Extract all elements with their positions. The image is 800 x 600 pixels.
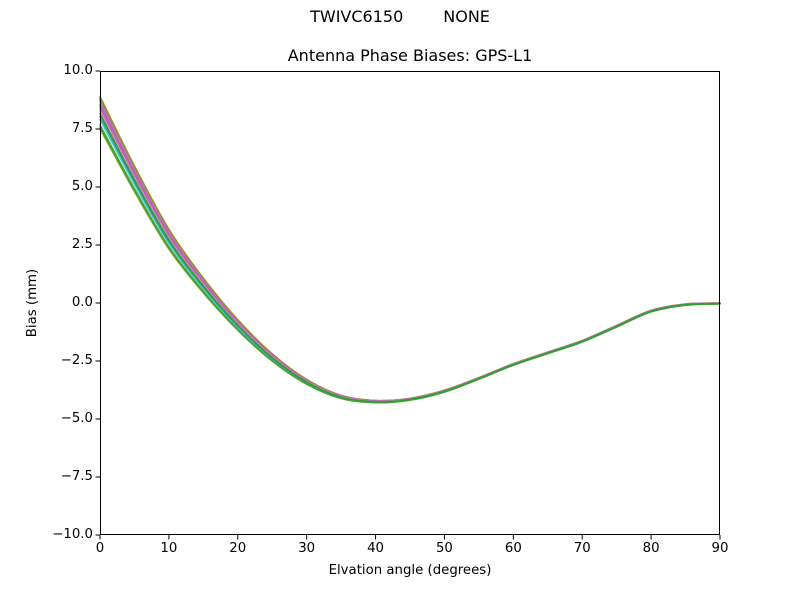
y-tick-label: −10.0 — [52, 527, 93, 542]
bias-curve-line-14 — [99, 112, 721, 403]
suptitle-radome-name: NONE — [443, 7, 490, 26]
bias-curve-line-06 — [99, 103, 721, 402]
bias-curve-line-12 — [99, 115, 721, 403]
suptitle-antenna-name: TWIVC6150 — [310, 7, 404, 26]
x-tick-label: 70 — [573, 541, 591, 556]
y-tick-label: 2.5 — [71, 237, 93, 252]
x-tick-label: 90 — [711, 541, 729, 556]
x-tick-label: 40 — [367, 541, 384, 556]
x-tick-label: 20 — [229, 541, 247, 556]
x-tick-label: 30 — [298, 541, 316, 556]
y-tick-label: 5.0 — [71, 179, 93, 194]
chart-canvas — [95, 70, 721, 540]
bias-curve-line-07 — [99, 105, 721, 403]
x-tick-label: 60 — [504, 541, 522, 556]
y-tick-label: 0.0 — [71, 295, 93, 310]
bias-curve-line-08 — [99, 110, 721, 403]
chart-title: Antenna Phase Biases: GPS-L1 — [287, 46, 533, 65]
x-axis-label: Elvation angle (degrees) — [328, 563, 492, 578]
y-tick-label: 7.5 — [71, 121, 93, 136]
x-tick-label: 50 — [435, 541, 453, 556]
x-tick-label: 80 — [642, 541, 660, 556]
y-tick-label: −5.0 — [60, 411, 93, 426]
bias-curve-line-03 — [99, 97, 721, 402]
bias-curve-line-11 — [99, 118, 721, 403]
figure-suptitle: TWIVC6150 NONE — [0, 6, 800, 28]
y-tick-label: 10.0 — [63, 63, 93, 78]
bias-curve-line-02 — [99, 98, 721, 402]
plot-area — [95, 70, 721, 540]
bias-curve-line-04 — [99, 95, 721, 402]
axes-frame — [100, 71, 720, 535]
x-tick-label: 0 — [95, 541, 105, 556]
y-tick-label: −2.5 — [60, 353, 93, 368]
x-tick-label: 10 — [160, 541, 178, 556]
bias-curve-line-01 — [99, 107, 721, 403]
bias-curve-line-05 — [99, 101, 721, 402]
y-tick-label: −7.5 — [60, 469, 93, 484]
